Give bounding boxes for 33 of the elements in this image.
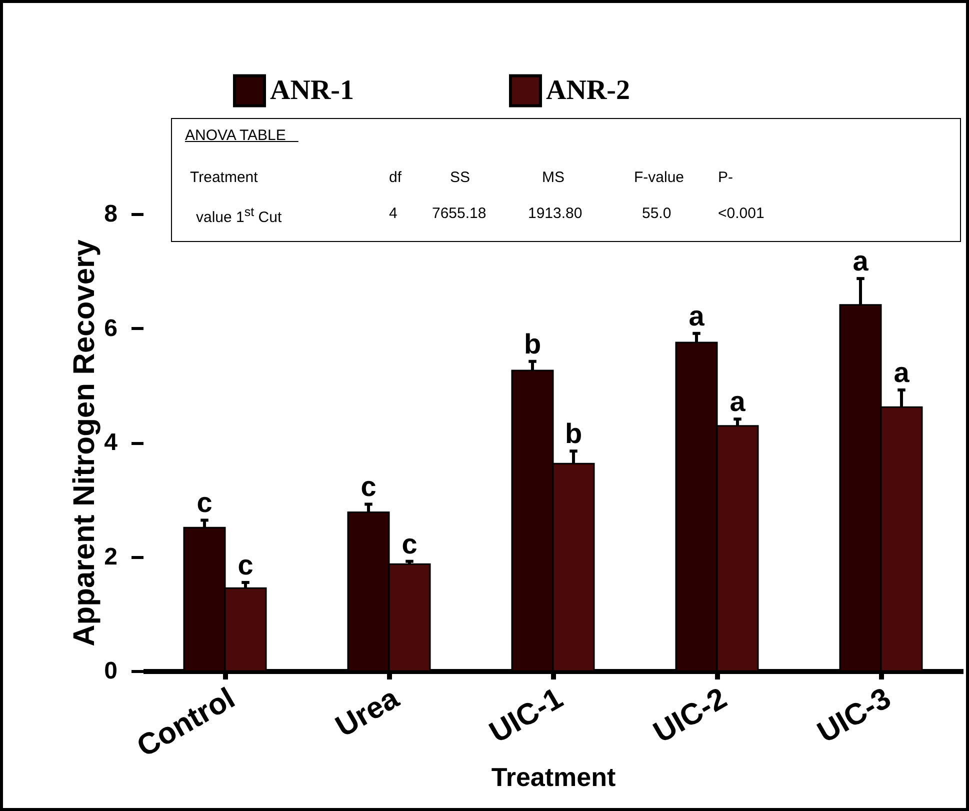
text: SS	[450, 169, 470, 186]
annotation: 55.0	[642, 205, 672, 222]
data-label: b	[524, 328, 542, 360]
y-tick-label: 4	[104, 429, 118, 456]
data-label: a	[730, 386, 746, 418]
x-tick-label: Urea	[330, 682, 405, 744]
y-tick-label: 0	[104, 658, 118, 684]
x-axis-title: Treatment	[491, 762, 616, 792]
text: ANOVA TABLE	[185, 127, 286, 144]
legend-label: ANR-2	[546, 74, 630, 106]
data-label: a	[852, 246, 869, 277]
text: Treatment	[190, 169, 258, 186]
y-tick-label: 2	[104, 543, 118, 570]
annotation: <0.001	[718, 205, 764, 222]
data-label: c	[196, 487, 212, 518]
annotation: 7655.18	[432, 205, 486, 222]
annotation: value 1$^{st}$ Cut	[196, 205, 282, 226]
y-tick-label: 6	[104, 314, 118, 342]
data-label: a	[894, 356, 910, 388]
text: F-value	[634, 169, 684, 186]
text: df	[389, 169, 402, 186]
y-tick-label: 8	[104, 200, 118, 228]
annotation: 4	[389, 205, 398, 222]
data-label: c	[360, 471, 376, 502]
data-label: c	[238, 549, 254, 580]
text: P-	[718, 169, 733, 186]
legend-label: ANR-1	[270, 74, 354, 106]
data-label: c	[402, 528, 418, 560]
data-label: a	[688, 300, 705, 332]
data-label: b	[564, 418, 582, 450]
y-axis-title: Apparent Nitrogen Recovery	[68, 239, 102, 646]
text: MS	[542, 169, 564, 186]
annotation: 1913.80	[528, 205, 582, 222]
